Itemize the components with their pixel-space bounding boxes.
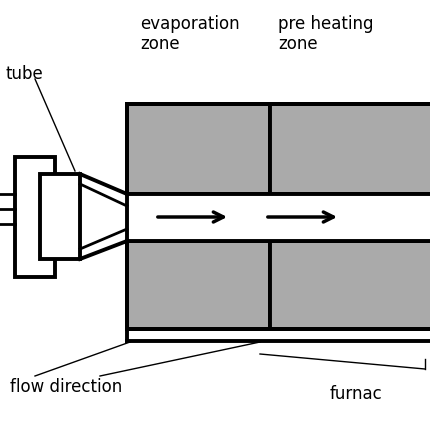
Text: zone: zone (140, 35, 179, 53)
Bar (127, 105, 269, 194)
Text: tube: tube (5, 65, 43, 83)
Bar (127, 194, 430, 241)
Bar (40, 175, 80, 259)
Text: zone: zone (277, 35, 317, 53)
Bar (127, 241, 269, 329)
Text: flow direction: flow direction (10, 377, 122, 395)
Text: furnac: furnac (329, 384, 382, 402)
Bar (269, 105, 430, 194)
Text: evaporation: evaporation (140, 15, 239, 33)
Text: pre heating: pre heating (277, 15, 373, 33)
Bar (15, 158, 55, 277)
Bar (269, 241, 430, 329)
